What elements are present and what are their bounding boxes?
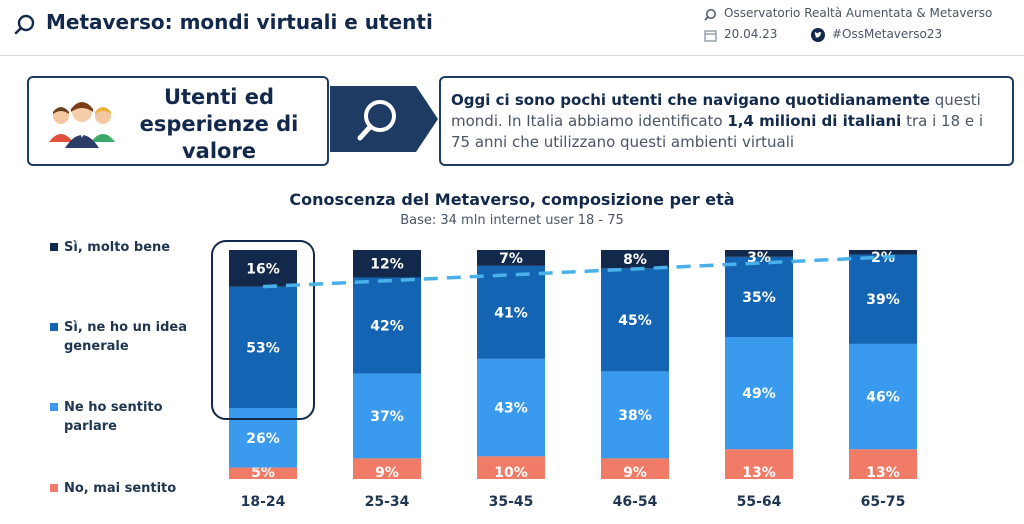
legend-swatch <box>50 484 58 492</box>
data-label: 13% <box>866 465 900 481</box>
data-label: 5% <box>251 465 275 481</box>
bar-segment <box>725 256 793 338</box>
bar-segment <box>477 265 545 359</box>
data-label: 42% <box>370 319 404 335</box>
search-logo-icon <box>14 14 35 35</box>
data-label: 12% <box>370 257 404 273</box>
people-icon <box>49 102 115 148</box>
data-label: 43% <box>494 401 528 417</box>
org-name: Osservatorio Realtà Aumentata & Metavers… <box>724 6 993 20</box>
data-label: 2% <box>871 250 895 266</box>
x-tick-label: 18-24 <box>241 494 286 510</box>
legend-label: No, mai sentito <box>64 481 177 496</box>
legend-swatch <box>50 403 58 411</box>
legend-item-mai-sentito: No, mai sentito <box>50 479 220 498</box>
data-label: 37% <box>370 409 404 425</box>
bar-segment <box>477 456 545 479</box>
bar-segment <box>477 250 545 266</box>
bar-segment <box>849 343 917 450</box>
info-text-highlight-2: 1,4 milioni di italiani <box>727 112 902 130</box>
data-label: 41% <box>494 305 528 321</box>
data-label: 53% <box>246 340 280 356</box>
bar-segment <box>849 250 917 255</box>
highlight-frame <box>211 240 315 420</box>
data-label: 26% <box>246 431 280 447</box>
users-info-title: Utenti ed esperienze di valore <box>139 85 299 163</box>
info-text-part-4: tra i 18 e i 75 anni che utilizzano ques… <box>451 112 984 151</box>
date-label: 20.04.23 <box>724 27 778 41</box>
twitter-icon <box>811 28 825 42</box>
legend-item-molto-bene: Sì, molto bene <box>50 238 220 257</box>
data-label: 13% <box>742 465 776 481</box>
data-label: 16% <box>246 261 280 277</box>
legend-item-sentito-parlare: Ne ho sentito parlare <box>50 398 220 436</box>
bar-segment <box>229 250 297 287</box>
x-tick-label: 25-34 <box>365 494 410 510</box>
x-tick-label: 35-45 <box>489 494 534 510</box>
data-label: 35% <box>742 290 776 306</box>
data-label: 9% <box>375 465 399 481</box>
bar-segment <box>725 250 793 257</box>
bar-segment <box>477 358 545 457</box>
bar-segment <box>353 458 421 479</box>
data-label: 8% <box>623 252 647 268</box>
data-label: 45% <box>618 313 652 329</box>
bar-segment <box>229 408 297 468</box>
bar-segment <box>725 337 793 450</box>
data-label: 49% <box>742 386 776 402</box>
header-bar: Metaverso: mondi virtuali e utenti Osser… <box>0 0 1024 56</box>
x-tick-label: 65-75 <box>861 494 906 510</box>
users-info-box: Utenti ed esperienze di valore <box>27 76 329 166</box>
bar-segment <box>353 373 421 459</box>
bar-segment <box>353 277 421 374</box>
chart-title: Conoscenza del Metaverso, composizione p… <box>289 190 735 209</box>
data-label: 46% <box>866 390 900 406</box>
legend-swatch <box>50 323 58 331</box>
data-label: 10% <box>494 465 528 481</box>
data-label: 9% <box>623 465 647 481</box>
bar-segment <box>601 250 669 269</box>
data-label: 38% <box>618 408 652 424</box>
page-title: Metaverso: mondi virtuali e utenti <box>46 10 433 34</box>
legend-label: Sì, molto bene <box>64 240 171 255</box>
legend-label: Sì, ne ho un idea generale <box>64 320 187 354</box>
legend-label: Ne ho sentito parlare <box>64 400 163 434</box>
trend-line <box>262 254 896 289</box>
legend-swatch <box>50 243 58 251</box>
bar-segment <box>849 254 917 344</box>
data-label: 7% <box>499 251 523 267</box>
bar-segment <box>849 449 917 479</box>
hashtag-label: #OssMetaverso23 <box>832 27 943 41</box>
legend-item-idea-generale: Sì, ne ho un idea generale <box>50 318 220 356</box>
bar-segment <box>229 286 297 409</box>
bar-segment <box>725 449 793 479</box>
bar-segment <box>601 458 669 479</box>
search-small-icon <box>704 9 716 21</box>
data-label: 39% <box>866 292 900 308</box>
x-tick-label: 55-64 <box>737 494 782 510</box>
bar-segment <box>601 371 669 459</box>
info-text-part-2: questi mondi. In Italia abbiamo identifi… <box>451 91 981 130</box>
info-text-highlight-1: Oggi ci sono pochi utenti che navigano q… <box>451 91 930 109</box>
bar-segment <box>601 268 669 372</box>
search-arrow-icon <box>330 86 438 152</box>
calendar-icon <box>704 30 717 42</box>
users-info-text: Oggi ci sono pochi utenti che navigano q… <box>439 76 1014 166</box>
bar-segment <box>229 467 297 479</box>
x-tick-label: 46-54 <box>613 494 658 510</box>
chart-subtitle: Base: 34 mln internet user 18 - 75 <box>400 213 624 228</box>
bar-segment <box>353 250 421 278</box>
